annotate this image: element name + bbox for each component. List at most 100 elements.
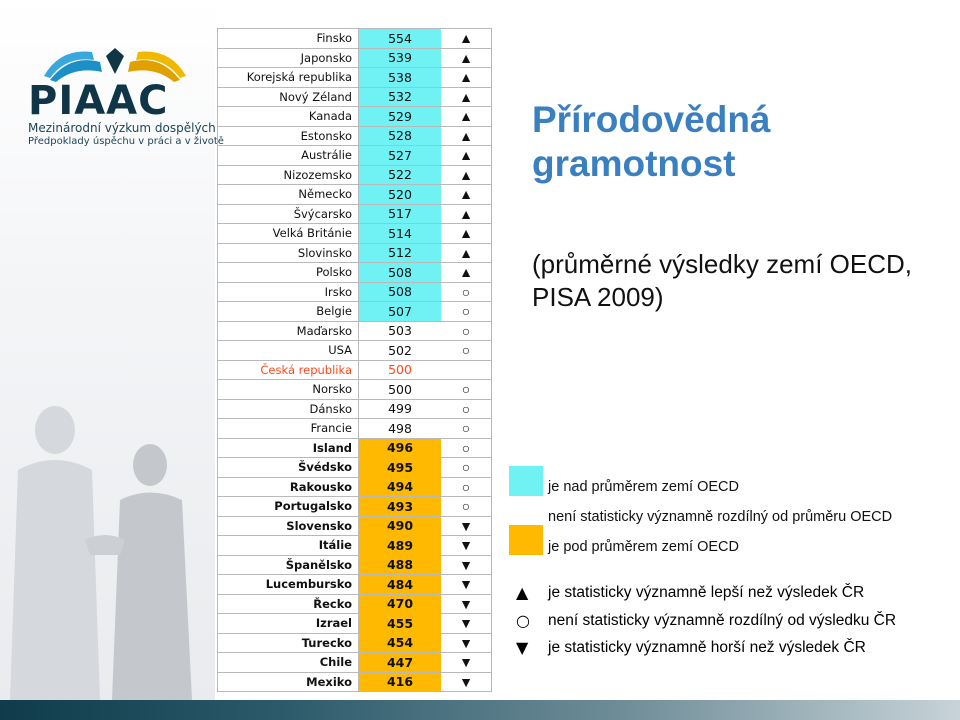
country-score: 454 bbox=[358, 632, 441, 653]
table-row: Kanada 529 ▲ bbox=[217, 106, 492, 127]
triangle-up-icon: ▲ bbox=[516, 583, 529, 602]
comparison-symbol: ▲ bbox=[441, 223, 492, 244]
legend-text-better: je statisticky významně lepší než výsled… bbox=[548, 584, 865, 601]
country-score: 494 bbox=[358, 476, 441, 497]
country-name: Korejská republika bbox=[217, 67, 359, 88]
country-name: Maďarsko bbox=[217, 320, 359, 341]
country-score: 522 bbox=[358, 164, 441, 185]
comparison-symbol: ○ bbox=[441, 496, 492, 517]
country-score: 503 bbox=[358, 320, 441, 341]
country-score: 416 bbox=[358, 671, 441, 692]
bottom-bar bbox=[0, 700, 960, 720]
legend-text-neutral: není statisticky významně rozdílný od pr… bbox=[548, 509, 893, 525]
table-row: Německo 520 ▲ bbox=[217, 184, 492, 205]
results-table: Finsko 554 ▲ Japonsko 539 ▲ Korejská republika… bbox=[217, 28, 492, 692]
country-score: 532 bbox=[358, 86, 441, 107]
table-row: Rakousko 494 ○ bbox=[217, 476, 492, 497]
comparison-symbol: ▲ bbox=[441, 242, 492, 263]
country-score: 484 bbox=[358, 574, 441, 595]
country-score: 495 bbox=[358, 457, 441, 478]
country-name: Španělsko bbox=[217, 554, 359, 575]
country-name: Kanada bbox=[217, 106, 359, 127]
country-name: Švédsko bbox=[217, 457, 359, 478]
country-name: Česká republika bbox=[217, 359, 359, 380]
table-row: Portugalsko 493 ○ bbox=[217, 496, 492, 517]
table-row: Finsko 554 ▲ bbox=[217, 28, 492, 49]
country-name: Island bbox=[217, 437, 359, 458]
country-score: 508 bbox=[358, 281, 441, 302]
country-name: Mexiko bbox=[217, 671, 359, 692]
country-name: Itálie bbox=[217, 535, 359, 556]
country-score: 554 bbox=[358, 28, 441, 49]
legend-swatch-below bbox=[509, 525, 543, 555]
logo-tagline-1: Mezinárodní výzkum dospělých bbox=[28, 121, 216, 135]
table-row: Korejská republika 538 ▲ bbox=[217, 67, 492, 88]
comparison-symbol: ▼ bbox=[441, 593, 492, 614]
country-score: 490 bbox=[358, 515, 441, 536]
country-name: Turecko bbox=[217, 632, 359, 653]
country-name: Slovinsko bbox=[217, 242, 359, 263]
comparison-symbol bbox=[441, 359, 492, 380]
country-name: Francie bbox=[217, 418, 359, 439]
legend-text-above: je nad průměrem zemí OECD bbox=[548, 479, 739, 495]
country-name: Řecko bbox=[217, 593, 359, 614]
country-score: 527 bbox=[358, 145, 441, 166]
comparison-symbol: ▲ bbox=[441, 67, 492, 88]
comparison-symbol: ○ bbox=[441, 398, 492, 419]
table-row: Slovensko 490 ▼ bbox=[217, 515, 492, 536]
table-row: Švédsko 495 ○ bbox=[217, 457, 492, 478]
comparison-symbol: ▼ bbox=[441, 535, 492, 556]
circle-icon: ○ bbox=[516, 611, 530, 630]
table-row: Turecko 454 ▼ bbox=[217, 632, 492, 653]
country-score: 512 bbox=[358, 242, 441, 263]
country-name: Rakousko bbox=[217, 476, 359, 497]
legend-text-worse: je statisticky významně horší než výsled… bbox=[548, 639, 866, 656]
table-row: Izrael 455 ▼ bbox=[217, 613, 492, 634]
country-name: Finsko bbox=[217, 28, 359, 49]
country-name: Německo bbox=[217, 184, 359, 205]
country-score: 488 bbox=[358, 554, 441, 575]
comparison-symbol: ○ bbox=[441, 301, 492, 322]
table-row: Francie 498 ○ bbox=[217, 418, 492, 439]
table-row: Velká Británie 514 ▲ bbox=[217, 223, 492, 244]
country-name: Nový Zéland bbox=[217, 86, 359, 107]
legend-swatch-above bbox=[509, 466, 543, 496]
logo-tagline-2: Předpoklady úspěchu v práci a v životě bbox=[28, 136, 224, 147]
table-row: USA 502 ○ bbox=[217, 340, 492, 361]
comparison-symbol: ▲ bbox=[441, 47, 492, 68]
comparison-symbol: ▼ bbox=[441, 671, 492, 692]
country-score: 508 bbox=[358, 262, 441, 283]
comparison-symbol: ▲ bbox=[441, 145, 492, 166]
comparison-symbol: ▲ bbox=[441, 86, 492, 107]
country-name: Slovensko bbox=[217, 515, 359, 536]
table-row: Maďarsko 503 ○ bbox=[217, 320, 492, 341]
country-score: 455 bbox=[358, 613, 441, 634]
comparison-symbol: ○ bbox=[441, 340, 492, 361]
table-row: Dánsko 499 ○ bbox=[217, 398, 492, 419]
country-name: Izrael bbox=[217, 613, 359, 634]
page-title: Přírodovědná gramotnost bbox=[532, 99, 771, 184]
business-people-silhouette bbox=[10, 406, 192, 700]
comparison-symbol: ▲ bbox=[441, 106, 492, 127]
comparison-symbol: ▲ bbox=[441, 164, 492, 185]
legend-text-below: je pod průměrem zemí OECD bbox=[548, 539, 739, 555]
table-row: Španělsko 488 ▼ bbox=[217, 554, 492, 575]
table-row: Nizozemsko 522 ▲ bbox=[217, 164, 492, 185]
table-row: Itálie 489 ▼ bbox=[217, 535, 492, 556]
country-score: 529 bbox=[358, 106, 441, 127]
country-name: Norsko bbox=[217, 379, 359, 400]
country-name: Dánsko bbox=[217, 398, 359, 419]
comparison-symbol: ▼ bbox=[441, 632, 492, 653]
comparison-symbol: ▲ bbox=[441, 28, 492, 49]
comparison-symbol: ○ bbox=[441, 437, 492, 458]
country-score: 502 bbox=[358, 340, 441, 361]
country-name: Belgie bbox=[217, 301, 359, 322]
country-name: Portugalsko bbox=[217, 496, 359, 517]
comparison-symbol: ○ bbox=[441, 418, 492, 439]
country-score: 447 bbox=[358, 652, 441, 673]
comparison-symbol: ○ bbox=[441, 281, 492, 302]
country-score: 496 bbox=[358, 437, 441, 458]
table-row: Norsko 500 ○ bbox=[217, 379, 492, 400]
comparison-symbol: ▲ bbox=[441, 203, 492, 224]
country-name: Velká Británie bbox=[217, 223, 359, 244]
